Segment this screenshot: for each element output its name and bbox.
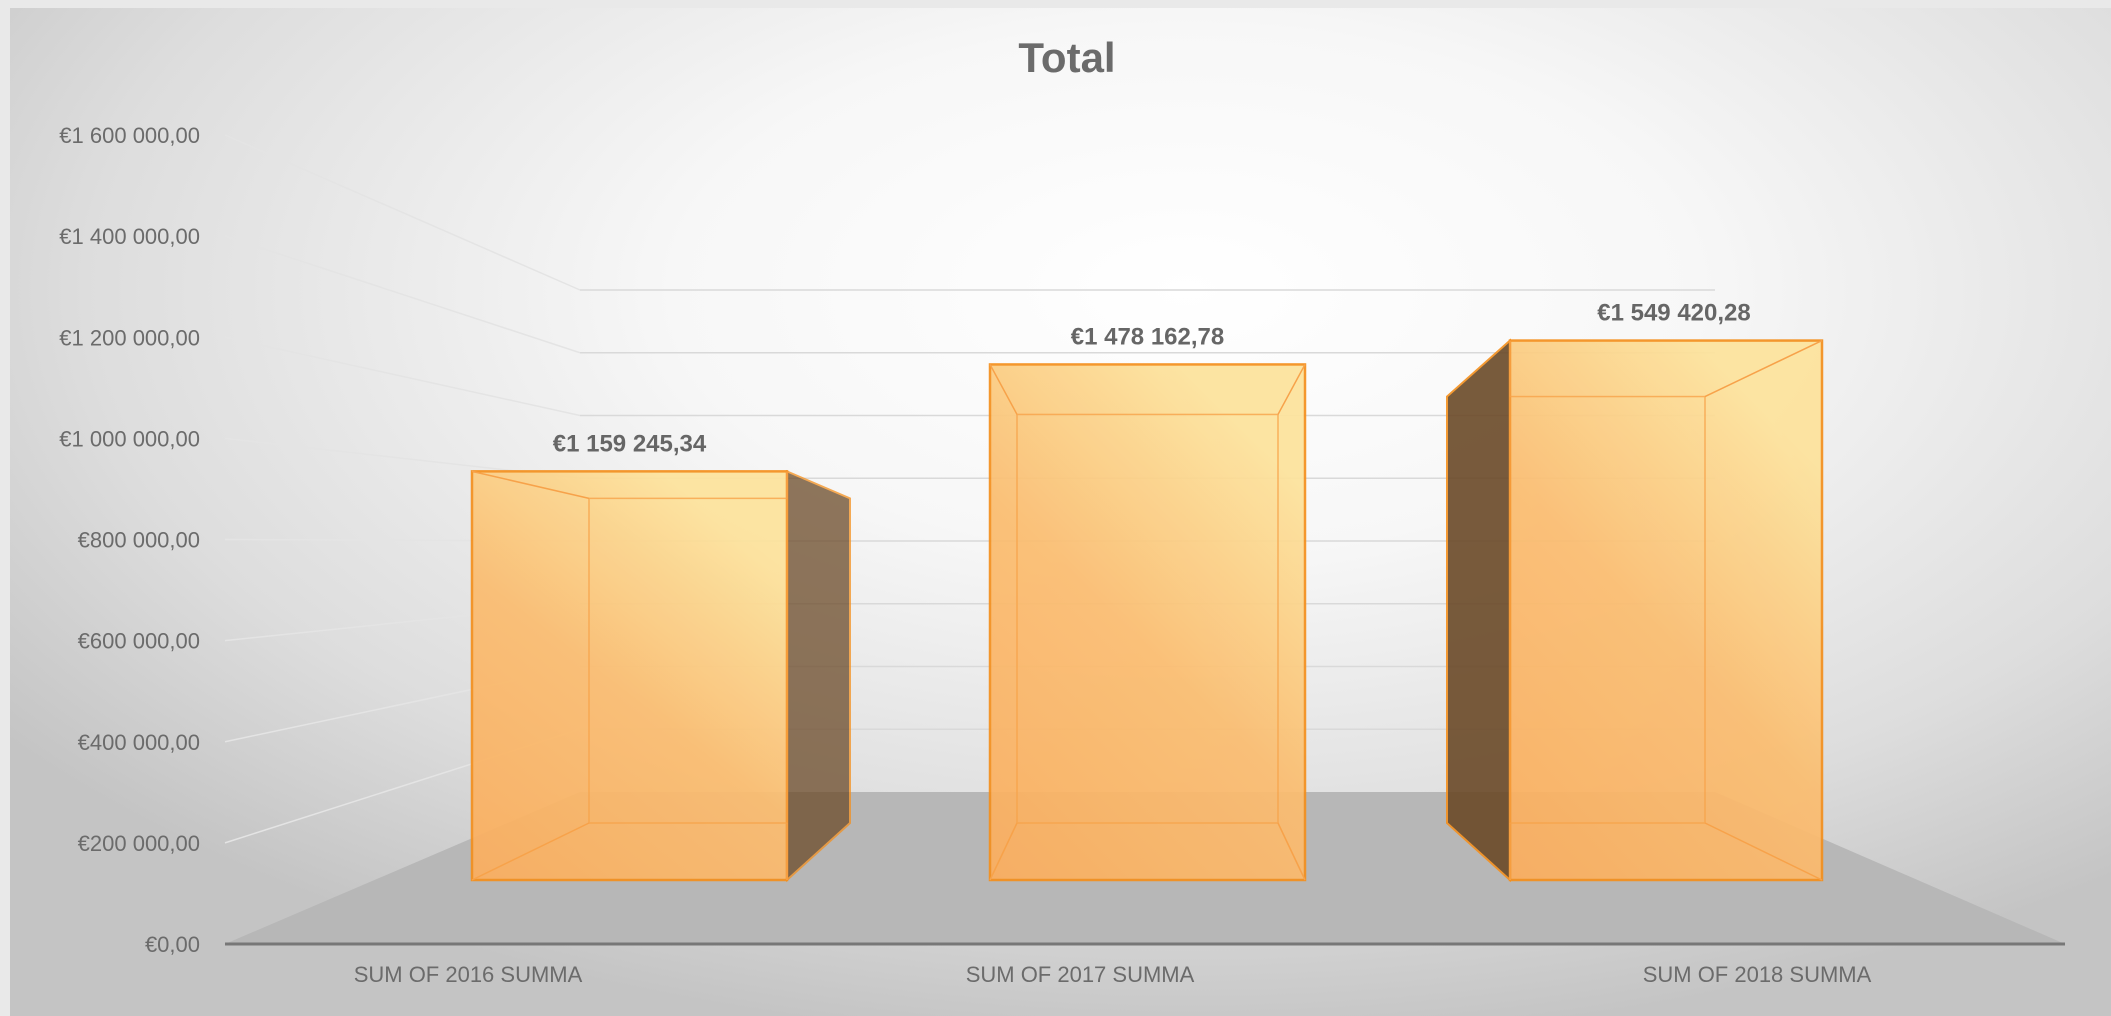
data-label: €1 478 162,78 — [1071, 323, 1224, 350]
bar-edge-line — [1277, 364, 1306, 415]
bar — [1446, 338, 1824, 883]
bar — [470, 469, 851, 883]
y-tick-label: €1 600 000,00 — [59, 123, 200, 148]
bar-front-face — [1508, 339, 1824, 882]
bar-edge-line — [471, 470, 590, 500]
y-tick-label: €200 000,00 — [78, 831, 200, 856]
chart-svg: €0,00 €200 000,00 €400 000,00 €600 000,00 €8… — [59, 34, 2065, 987]
data-label: €1 159 245,34 — [553, 430, 707, 457]
x-tick-label: SUM OF 2017 SUMMA — [966, 962, 1195, 987]
bars — [470, 338, 1824, 883]
bar-back-edge — [1509, 395, 1706, 824]
bar — [988, 363, 1307, 882]
gridline-perspective — [224, 336, 581, 417]
bar-front-face — [470, 470, 789, 882]
y-tick-label: €0,00 — [145, 932, 200, 957]
bar-edge-line — [1277, 822, 1306, 881]
bar-edge-line — [471, 822, 590, 881]
y-tick-label: €1 200 000,00 — [59, 325, 200, 350]
y-tick-label: €400 000,00 — [78, 730, 200, 755]
data-label: €1 549 420,28 — [1597, 300, 1750, 327]
labels: €0,00 €200 000,00 €400 000,00 €600 000,00 €8… — [59, 123, 1871, 987]
gridline-perspective — [224, 134, 581, 291]
bar-side-face — [1446, 338, 1511, 883]
bar-front-face — [988, 363, 1307, 882]
y-tick-label: €600 000,00 — [78, 629, 200, 654]
x-tick-label: SUM OF 2018 SUMMA — [1643, 962, 1872, 987]
gridline-perspective — [224, 235, 581, 354]
chart-area: €0,00 €200 000,00 €400 000,00 €600 000,00 €8… — [10, 8, 2111, 1016]
bar-edge-line — [989, 822, 1018, 881]
bar-edge-line — [1704, 822, 1823, 881]
y-tick-label: €1 400 000,00 — [59, 224, 200, 249]
y-tick-label: €1 000 000,00 — [59, 426, 200, 451]
chart-title: Total — [1018, 34, 1115, 81]
bar-back-edge — [588, 497, 788, 824]
bar-back-edge — [1016, 413, 1279, 824]
x-tick-label: SUM OF 2016 SUMMA — [354, 962, 583, 987]
bar-side-face — [786, 469, 851, 883]
bar-edge-line — [1704, 339, 1823, 398]
bar-edge-line — [989, 364, 1018, 415]
y-tick-label: €800 000,00 — [78, 528, 200, 553]
